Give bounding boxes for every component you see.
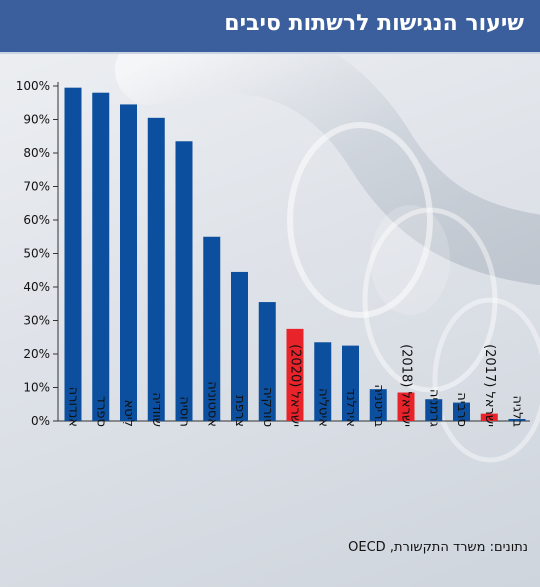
x-tick-label: ישראל (2017)	[482, 344, 497, 427]
x-tick-label: איטליה	[315, 388, 330, 427]
y-tick-label: 40%	[23, 280, 50, 294]
y-tick-label: 20%	[23, 347, 50, 361]
bar	[397, 392, 415, 421]
bar	[453, 402, 470, 421]
y-tick-label: 80%	[23, 146, 50, 160]
bar	[480, 413, 498, 421]
x-tick-label: טורקיה	[260, 387, 275, 427]
x-tick-label: ספרד	[93, 396, 108, 427]
bar	[508, 418, 526, 421]
y-tick-label: 0%	[31, 414, 50, 428]
x-tick-label: צרפת	[232, 395, 247, 427]
bar	[203, 236, 221, 421]
x-tick-label: בלגיה	[510, 395, 525, 427]
bar	[92, 92, 110, 421]
source-note: נתונים: משרד התקשורת, OECD	[348, 540, 528, 555]
x-tick-label: אירלנד	[343, 388, 358, 427]
bar	[286, 328, 304, 421]
bar	[314, 342, 332, 421]
x-tick-label: לִיטא	[121, 400, 136, 427]
x-tick-label: אנדורה	[66, 387, 81, 427]
bar	[120, 104, 137, 422]
x-tick-label: גרמניה	[426, 389, 441, 427]
x-tick-label: סרביה	[454, 392, 469, 427]
bar	[425, 399, 443, 421]
x-tick-label: רוסיה	[177, 396, 192, 427]
bar	[64, 87, 82, 422]
title-bar: שיעור הנגישות לרשתות סיבים	[0, 0, 540, 54]
bar	[369, 389, 387, 421]
chart-title: שיעור הנגישות לרשתות סיבים	[224, 11, 524, 36]
bar	[342, 345, 359, 421]
y-tick-label: 30%	[23, 314, 50, 328]
x-tick-label: שוודיה	[149, 392, 164, 427]
x-tick-label: אסטוניה	[204, 381, 219, 427]
y-tick-label: 50%	[23, 247, 50, 261]
x-tick-label: בריטניה	[371, 384, 386, 427]
bar	[258, 302, 276, 421]
y-tick-label: 100%	[16, 79, 50, 93]
x-axis-labels: אנדורה ספרד לִיטא שוודיה רוסיה אסטוניה צרפת טור…	[66, 344, 525, 427]
y-tick-label: 70%	[23, 180, 50, 194]
bars	[64, 87, 526, 422]
x-tick-label: ישראל (2018)	[399, 344, 414, 427]
bar	[175, 141, 193, 421]
bar	[231, 271, 248, 421]
y-tick-label: 90%	[23, 113, 50, 127]
x-tick-label: ישראל (2020)	[288, 344, 303, 427]
bar	[147, 117, 165, 421]
y-tick-label: 10%	[23, 381, 50, 395]
y-tick-label: 60%	[23, 213, 50, 227]
